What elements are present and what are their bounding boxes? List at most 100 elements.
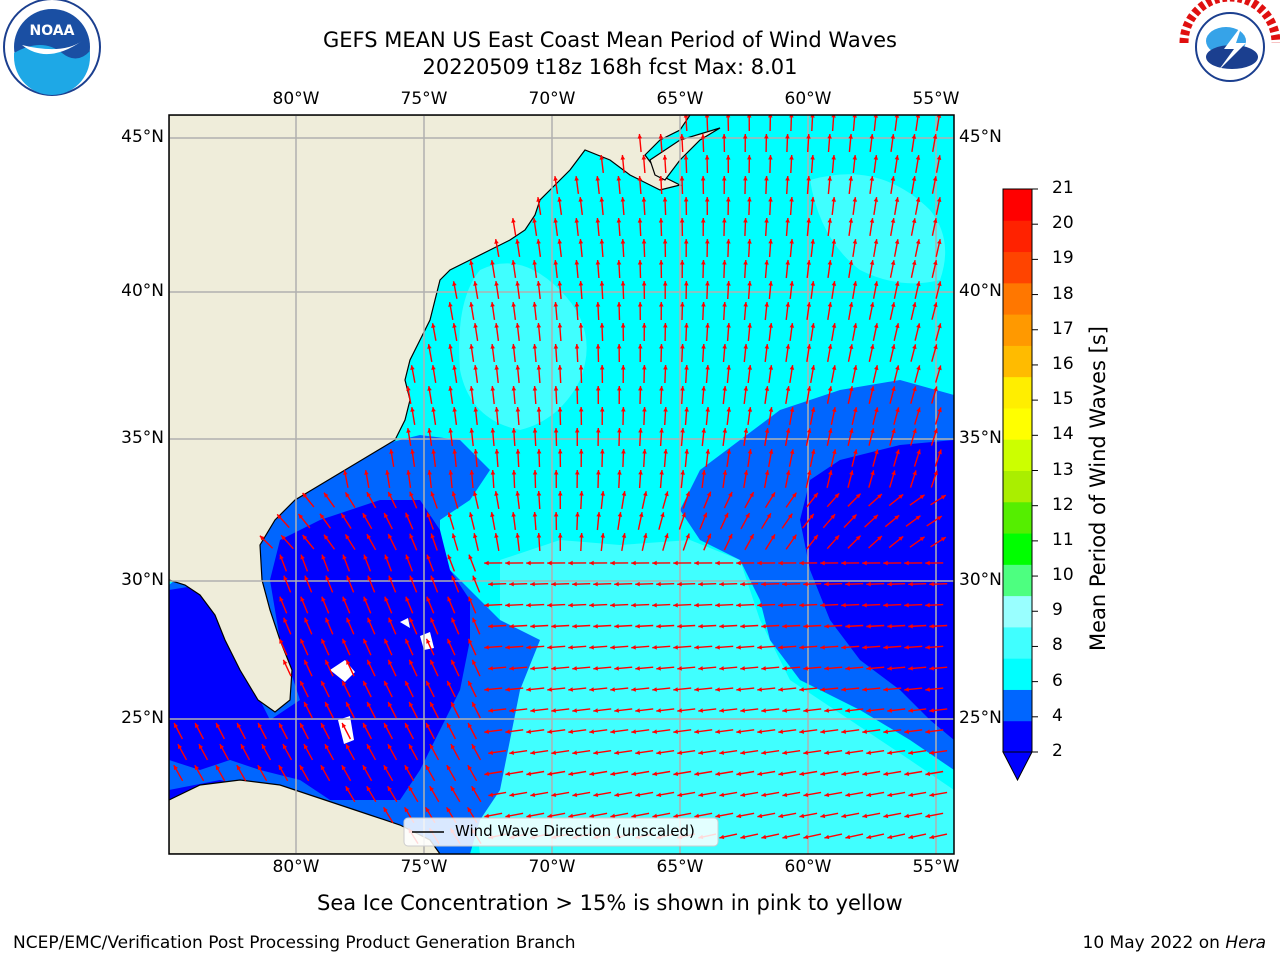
- wave-arrow-head: [346, 575, 351, 581]
- wave-arrow-head: [782, 581, 787, 587]
- wave-arrow-head: [719, 666, 724, 671]
- lat-tick-right: 45°N: [959, 127, 1002, 147]
- wave-arrow-head: [593, 581, 598, 587]
- wave-arrow-head: [698, 623, 703, 629]
- wave-arrow-head: [883, 602, 888, 608]
- wave-arrow-head: [698, 581, 703, 587]
- wave-arrow-head: [505, 687, 510, 692]
- wave-arrow-head: [641, 239, 647, 244]
- wave-arrow-head: [385, 470, 390, 475]
- wave-arrow-head: [473, 281, 478, 286]
- wave-arrow-head: [568, 813, 574, 819]
- wave-arrow-head: [236, 765, 241, 771]
- wave-arrow-head: [887, 666, 892, 671]
- wave-arrow-head: [883, 687, 888, 692]
- wave-arrow-head: [726, 449, 732, 454]
- wave-arrow-head: [743, 386, 749, 391]
- wave-arrow-head: [866, 666, 871, 671]
- wave-arrow-head: [574, 260, 580, 265]
- wave-arrow-head: [631, 771, 637, 776]
- wave-arrow-head: [916, 365, 921, 371]
- wave-arrow-head: [768, 449, 774, 454]
- wave-arrow-head: [547, 645, 552, 650]
- wave-arrow-head: [698, 792, 704, 798]
- wave-arrow-head: [553, 512, 559, 517]
- wave-arrow-head: [614, 666, 619, 671]
- wave-arrow-head: [530, 623, 535, 629]
- wave-arrow-head: [177, 744, 183, 750]
- wave-arrow-head: [511, 344, 517, 349]
- wave-arrow-head: [933, 386, 938, 392]
- wave-arrow-head: [761, 834, 767, 840]
- wave-arrow-head: [387, 786, 392, 792]
- wave-arrow-head: [849, 470, 854, 476]
- wave-arrow-head: [468, 512, 474, 518]
- wave-arrow-head: [736, 771, 742, 776]
- wave-arrow-head: [509, 623, 514, 629]
- map-frame: [168, 114, 955, 855]
- wave-arrow-head: [620, 239, 626, 244]
- wave-arrow-head: [778, 687, 783, 692]
- wave-arrow-head: [845, 792, 851, 798]
- wave-arrow-head: [912, 386, 917, 392]
- wave-arrow-head: [610, 645, 615, 650]
- wave-arrow-head: [530, 666, 535, 671]
- wave-arrow-head: [388, 575, 393, 581]
- wave-arrow-head: [820, 602, 825, 608]
- wave-arrow-head: [367, 659, 372, 665]
- wave-arrow-head: [673, 771, 679, 776]
- wave-arrow-head: [869, 176, 875, 181]
- wave-arrow-head: [511, 428, 517, 433]
- wave-arrow-head: [705, 449, 711, 454]
- wave-arrow-head: [384, 512, 389, 518]
- wave-arrow-head: [853, 449, 858, 455]
- wave-arrow-head: [848, 176, 854, 181]
- wave-arrow-head: [803, 581, 808, 587]
- wave-arrow-head: [620, 281, 626, 286]
- wave-arrow-head: [929, 834, 935, 840]
- wave-arrow-head: [484, 771, 490, 776]
- wave-arrow-head: [937, 239, 942, 245]
- wave-arrow-head: [345, 534, 350, 540]
- wave-arrow-head: [468, 638, 473, 644]
- wave-arrow-head: [405, 723, 410, 729]
- wave-arrow-head: [933, 302, 938, 308]
- wave-arrow-head: [536, 365, 542, 370]
- colorbar-segment: [1003, 564, 1032, 597]
- wave-arrow-head: [841, 813, 847, 819]
- wave-arrow-head: [663, 449, 668, 454]
- wave-arrow-head: [430, 575, 435, 581]
- wave-arrow-head: [736, 645, 741, 650]
- wave-arrow-head: [426, 596, 431, 602]
- wave-arrow-head: [589, 813, 595, 819]
- wave-arrow-head: [406, 428, 411, 433]
- wave-arrow-head: [568, 687, 573, 692]
- colorbar-tick-label: 21: [1052, 178, 1074, 198]
- wave-arrow-head: [862, 560, 867, 566]
- wave-arrow-head: [778, 560, 783, 566]
- wave-arrow-head: [848, 386, 854, 392]
- wave-arrow-head: [915, 515, 921, 521]
- wave-arrow-head: [728, 533, 733, 539]
- wave-arrow-head: [448, 302, 453, 307]
- colorbar-segment: [1003, 501, 1032, 534]
- wave-arrow-head: [536, 407, 542, 412]
- wave-arrow-head: [488, 792, 494, 798]
- wave-arrow-head: [813, 492, 818, 498]
- wave-arrow-head: [388, 617, 393, 623]
- wave-arrow-head: [852, 281, 858, 286]
- wave-arrow-head: [764, 260, 769, 265]
- wave-arrow-head: [904, 602, 909, 608]
- wave-arrow-head: [757, 813, 763, 819]
- wave-arrow-head: [277, 514, 282, 520]
- colorbar-tick-label: 9: [1052, 600, 1063, 621]
- wave-arrow-head: [806, 176, 811, 181]
- wave-arrow-head: [915, 197, 921, 202]
- wave-arrow-head: [679, 176, 685, 181]
- colorbar-tick-label: 8: [1052, 635, 1063, 656]
- wave-arrow-head: [505, 771, 511, 776]
- wave-arrow-head: [866, 581, 871, 587]
- wave-arrow-head: [299, 765, 304, 771]
- wave-arrow-head: [887, 792, 893, 798]
- wave-arrow-head: [694, 771, 700, 776]
